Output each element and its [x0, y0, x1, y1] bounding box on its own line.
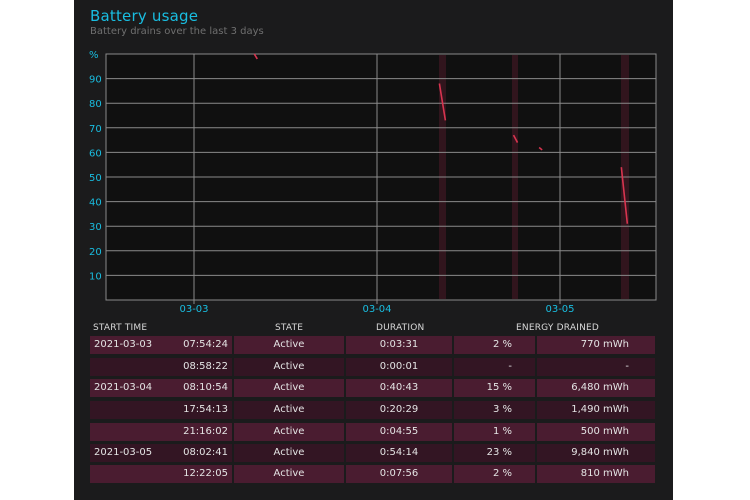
y-tick-label: 60: [89, 148, 102, 159]
drain-segment: [438, 83, 447, 121]
y-tick-label: 30: [89, 222, 102, 233]
section-subtitle: Battery drains over the last 3 days: [90, 26, 264, 37]
y-tick-label: 20: [89, 247, 102, 258]
drain-segment: [253, 53, 258, 60]
drain-segment: [620, 167, 629, 224]
section-title: Battery usage: [90, 7, 199, 25]
y-unit-label: %: [89, 50, 99, 61]
y-tick-label: 50: [89, 173, 102, 184]
y-tick-label: 80: [89, 99, 102, 110]
drain-segment: [512, 134, 519, 143]
x-tick-label: 03-03: [179, 304, 208, 315]
y-tick-label: 70: [89, 124, 102, 135]
y-tick-label: 40: [89, 198, 102, 209]
x-tick-label: 03-05: [545, 304, 574, 315]
x-tick-label: 03-04: [362, 304, 391, 315]
drain-segment: [538, 146, 543, 151]
y-tick-label: 90: [89, 75, 102, 86]
y-tick-label: 10: [89, 271, 102, 282]
